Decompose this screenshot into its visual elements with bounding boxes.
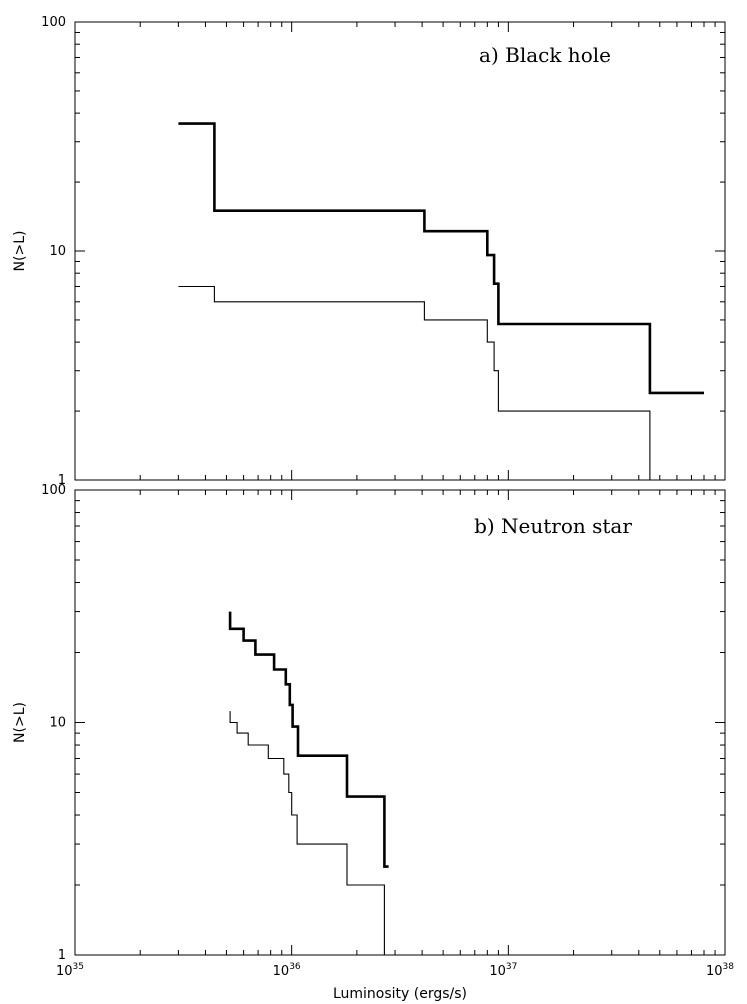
ticks-neutron-star <box>74 489 726 956</box>
series-line-thin <box>229 711 385 955</box>
panel-title-neutron-star: b) Neutron star <box>474 514 632 538</box>
series-line-thick <box>178 122 704 395</box>
x-tick-label: 1038 <box>706 962 734 979</box>
y-tick-label: 1 <box>58 473 66 488</box>
x-tick-label: 1036 <box>273 962 301 979</box>
panel-black-hole: 1 10 100 a) Black hole N(>L) <box>12 15 726 488</box>
y-tick-label: 1 <box>58 948 66 963</box>
series-group-neutron-star <box>228 611 389 955</box>
y-axis-label-neutron-star: N(>L) <box>12 702 28 743</box>
y-tick-label: 10 <box>49 716 66 731</box>
x-tick-label: 1035 <box>56 962 84 979</box>
y-tick-label: 100 <box>41 483 66 498</box>
tick-labels-neutron-star: 1 10 100 1035 1036 1037 1038 <box>41 483 734 979</box>
y-tick-label: 100 <box>41 15 66 30</box>
series-line-thin <box>178 285 651 480</box>
series-group-black-hole <box>178 122 704 480</box>
x-axis-label: Luminosity (ergs/s) <box>333 986 467 1002</box>
tick-labels-black-hole: 1 10 100 <box>41 15 66 488</box>
panel-title-black-hole: a) Black hole <box>479 43 611 67</box>
series-line-thick <box>228 611 389 868</box>
y-axis-label-black-hole: N(>L) <box>12 231 28 272</box>
y-tick-label: 10 <box>49 244 66 259</box>
panel-neutron-star: 1 10 100 1035 1036 1037 1038 b) Neutron star N… <box>12 483 734 1002</box>
plot-frame-neutron-star <box>74 489 726 956</box>
ticks-black-hole <box>74 21 726 481</box>
x-tick-label: 1037 <box>489 962 517 979</box>
